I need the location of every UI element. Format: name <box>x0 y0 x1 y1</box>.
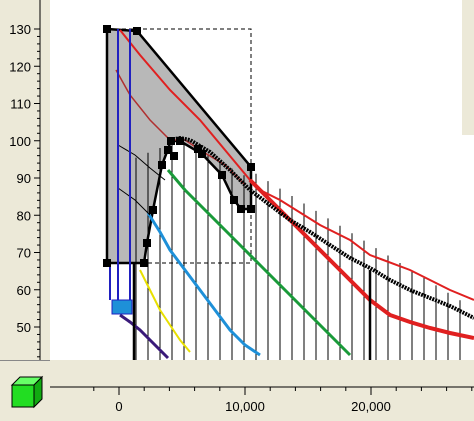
control-point-handle[interactable] <box>140 259 148 267</box>
control-point-handle[interactable] <box>176 137 184 145</box>
red-curve-thick <box>248 178 474 340</box>
thin-black-curve-1 <box>117 144 166 181</box>
x-tick-label: 20,000 <box>351 399 391 414</box>
x-axis-ticks: 0 10,000 20,000 <box>93 387 473 414</box>
hatch-lines <box>135 142 461 360</box>
y-tick-label: 90 <box>17 171 31 186</box>
y-tick-label: 130 <box>9 22 31 37</box>
y-tick-label: 80 <box>17 208 31 223</box>
y-tick-label: 100 <box>9 134 31 149</box>
red-curve-upper <box>119 29 474 301</box>
x-axis-panel: 0 10,000 20,000 <box>50 360 474 416</box>
control-point-handle[interactable] <box>167 137 175 145</box>
control-point-handle[interactable] <box>218 171 226 179</box>
x-tick-label: 0 <box>115 399 122 414</box>
y-axis-ticks: 130 120 110 100 90 80 70 60 50 <box>9 22 40 358</box>
thin-black-curve-2 <box>117 187 151 216</box>
purple-curve <box>119 313 170 360</box>
control-point-handle[interactable] <box>198 150 206 158</box>
control-point-handle[interactable] <box>247 163 255 171</box>
selected-polygon[interactable] <box>105 27 253 265</box>
y-axis-panel: 130 120 110 100 90 80 70 60 50 <box>0 0 50 360</box>
plot-canvas[interactable] <box>50 0 474 360</box>
control-point-handle[interactable] <box>194 145 202 153</box>
plot-viewport[interactable] <box>50 0 474 360</box>
control-point-handle[interactable] <box>247 205 255 213</box>
yellow-curve <box>139 269 191 353</box>
control-point-handles[interactable] <box>103 25 255 267</box>
control-point-handle[interactable] <box>103 259 111 267</box>
green-curve <box>166 169 352 357</box>
y-tick-label: 60 <box>17 283 31 298</box>
control-point-handle[interactable] <box>237 205 245 213</box>
control-point-handle[interactable] <box>133 27 141 35</box>
green-cube-icon[interactable] <box>6 371 46 411</box>
control-point-handle[interactable] <box>149 206 157 214</box>
control-point-handle[interactable] <box>158 161 166 169</box>
corner-panel <box>0 360 50 417</box>
y-tick-label: 110 <box>10 97 31 112</box>
control-point-handle[interactable] <box>164 146 172 154</box>
y-tick-label: 70 <box>17 246 31 261</box>
y-tick-label: 120 <box>9 59 31 74</box>
y-tick-label: 50 <box>17 320 31 335</box>
control-point-handle[interactable] <box>103 25 111 33</box>
x-tick-label: 10,000 <box>225 399 265 414</box>
control-point-handle[interactable] <box>170 152 178 160</box>
cyan-curve <box>146 212 261 357</box>
control-point-handle[interactable] <box>230 196 238 204</box>
black-curve-thick <box>169 135 474 320</box>
control-point-handle[interactable] <box>143 239 151 247</box>
right-side-panel <box>462 0 474 135</box>
blue-marker <box>111 299 133 315</box>
